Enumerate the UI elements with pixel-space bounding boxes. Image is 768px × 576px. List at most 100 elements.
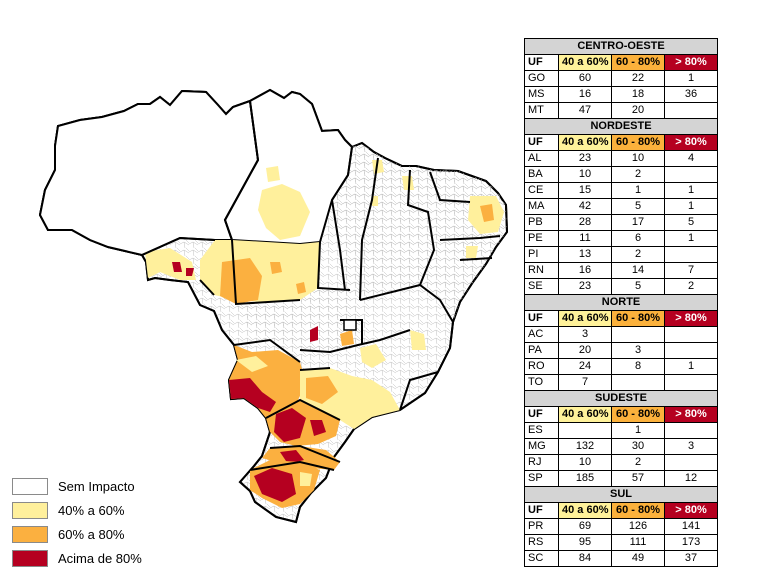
col-header-uf: UF (524, 310, 559, 327)
value-60-80-cell: 22 (611, 70, 665, 87)
table-row: ES 1 (524, 422, 719, 439)
col-header-over-80: > 80% (663, 134, 719, 151)
legend-item: 60% a 80% (12, 524, 212, 548)
uf-cell: PB (524, 214, 559, 231)
value-40-60-cell: 16 (558, 262, 612, 279)
col-header-40-60: 40 a 60% (558, 310, 612, 327)
uf-cell: TO (524, 374, 559, 391)
legend-item: Sem Impacto (12, 476, 212, 500)
col-header-60-80: 60 - 80% (611, 310, 665, 327)
value-60-80-cell: 1 (611, 182, 665, 199)
table-row: RO 24 8 1 (524, 358, 719, 375)
table-body: CENTRO-OESTE UF 40 a 60% 60 - 80% > 80% GO 60 2… (523, 38, 719, 567)
value-40-60-cell: 10 (558, 454, 612, 471)
value-60-80-cell: 20 (611, 102, 665, 119)
value-over-80-cell: 141 (663, 518, 719, 535)
value-40-60-cell: 24 (558, 358, 612, 375)
value-40-60-cell: 20 (558, 342, 612, 359)
region-name: SUL (523, 486, 719, 503)
value-40-60-cell: 132 (558, 438, 612, 455)
value-40-60-cell: 84 (558, 550, 612, 567)
value-60-80-cell: 57 (611, 470, 665, 487)
col-header-over-80: > 80% (663, 310, 719, 327)
value-60-80-cell: 17 (611, 214, 665, 231)
map-legend: Sem Impacto 40% a 60% 60% a 80% Acima de… (12, 476, 212, 572)
uf-cell: ES (524, 422, 559, 439)
column-header-row: UF 40 a 60% 60 - 80% > 80% (524, 502, 719, 519)
legend-item: Acima de 80% (12, 548, 212, 572)
uf-cell: MG (524, 438, 559, 455)
value-40-60-cell: 16 (558, 86, 612, 103)
value-60-80-cell: 49 (611, 550, 665, 567)
table-row: RJ 10 2 (524, 454, 719, 471)
value-40-60-cell (558, 422, 612, 439)
table-row: PA 20 3 (524, 342, 719, 359)
uf-cell: BA (524, 166, 559, 183)
value-40-60-cell: 3 (558, 326, 612, 343)
uf-cell: RS (524, 534, 559, 551)
table-row: PR 69 126 141 (524, 518, 719, 535)
value-over-80-cell (663, 454, 719, 471)
table-row: GO 60 22 1 (524, 70, 719, 87)
table-row: RS 95 111 173 (524, 534, 719, 551)
region-name: NORDESTE (523, 118, 719, 135)
value-over-80-cell: 1 (663, 358, 719, 375)
legend-label: 60% a 80% (58, 527, 125, 542)
col-header-over-80: > 80% (663, 406, 719, 423)
value-60-80-cell: 2 (611, 246, 665, 263)
col-header-40-60: 40 a 60% (558, 134, 612, 151)
table-row: AL 23 10 4 (524, 150, 719, 167)
value-60-80-cell: 30 (611, 438, 665, 455)
region-header-row: SUL (523, 486, 719, 503)
value-over-80-cell (663, 422, 719, 439)
value-over-80-cell: 1 (663, 198, 719, 215)
region-name: CENTRO-OESTE (523, 38, 719, 55)
uf-cell: AL (524, 150, 559, 167)
value-40-60-cell: 23 (558, 150, 612, 167)
table-row: AC 3 (524, 326, 719, 343)
value-over-80-cell: 2 (663, 278, 719, 295)
value-over-80-cell: 5 (663, 214, 719, 231)
col-header-over-80: > 80% (663, 502, 719, 519)
value-over-80-cell: 7 (663, 262, 719, 279)
uf-cell: MA (524, 198, 559, 215)
col-header-uf: UF (524, 54, 559, 71)
table-row: SP 185 57 12 (524, 470, 719, 487)
value-60-80-cell: 111 (611, 534, 665, 551)
legend-label: 40% a 60% (58, 503, 125, 518)
uf-cell: GO (524, 70, 559, 87)
column-header-row: UF 40 a 60% 60 - 80% > 80% (524, 54, 719, 71)
value-40-60-cell: 28 (558, 214, 612, 231)
col-header-uf: UF (524, 406, 559, 423)
value-40-60-cell: 23 (558, 278, 612, 295)
table-row: PE 11 6 1 (524, 230, 719, 247)
value-40-60-cell: 69 (558, 518, 612, 535)
value-over-80-cell: 173 (663, 534, 719, 551)
table-row: MT 47 20 (524, 102, 719, 119)
value-over-80-cell: 36 (663, 86, 719, 103)
uf-cell: PR (524, 518, 559, 535)
table-row: PB 28 17 5 (524, 214, 719, 231)
uf-cell: MS (524, 86, 559, 103)
value-60-80-cell: 5 (611, 278, 665, 295)
value-over-80-cell (663, 246, 719, 263)
legend-label: Acima de 80% (58, 551, 142, 566)
value-40-60-cell: 42 (558, 198, 612, 215)
col-header-60-80: 60 - 80% (611, 54, 665, 71)
col-header-40-60: 40 a 60% (558, 502, 612, 519)
value-over-80-cell: 1 (663, 230, 719, 247)
legend-swatch (12, 502, 48, 519)
value-60-80-cell: 2 (611, 166, 665, 183)
brazil-map (38, 88, 509, 524)
uf-cell: RJ (524, 454, 559, 471)
table-row: MA 42 5 1 (524, 198, 719, 215)
value-40-60-cell: 7 (558, 374, 612, 391)
uf-cell: RN (524, 262, 559, 279)
value-60-80-cell: 3 (611, 342, 665, 359)
column-header-row: UF 40 a 60% 60 - 80% > 80% (524, 134, 719, 151)
table-row: MS 16 18 36 (524, 86, 719, 103)
value-40-60-cell: 60 (558, 70, 612, 87)
table-row: CE 15 1 1 (524, 182, 719, 199)
legend-swatch (12, 526, 48, 543)
uf-cell: SC (524, 550, 559, 567)
